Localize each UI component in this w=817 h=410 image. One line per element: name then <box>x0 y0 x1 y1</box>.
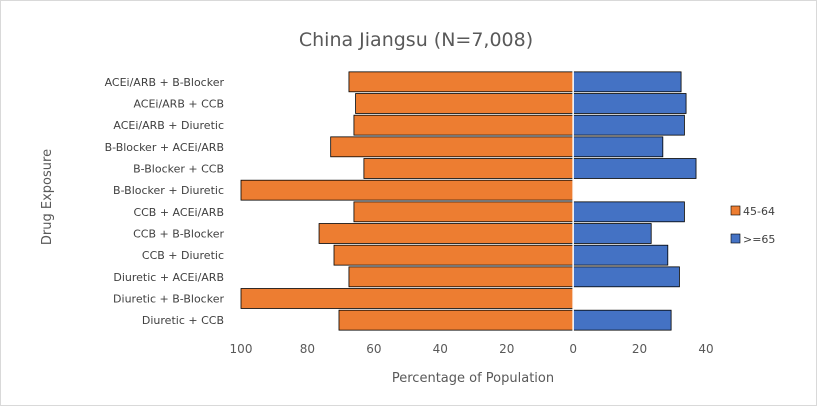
series-45-64-bars <box>240 71 574 331</box>
bar-45-64 <box>348 266 574 288</box>
x-tick-label: 40 <box>698 342 713 356</box>
legend-label: 45-64 <box>743 205 775 218</box>
category-label: Diuretic + CCB <box>142 314 224 327</box>
category-label: ACEi/ARB + B-Blocker <box>105 76 225 89</box>
category-label: ACEi/ARB + Diuretic <box>113 119 224 132</box>
bar-45-64 <box>338 309 574 331</box>
category-label: CCB + ACEi/ARB <box>133 206 224 219</box>
bar-65-plus <box>572 71 682 93</box>
legend-label: >=65 <box>743 233 775 246</box>
bar-65-plus <box>572 158 697 179</box>
bar-65-plus <box>572 93 687 114</box>
bar-45-64 <box>348 71 574 93</box>
bar-65-plus <box>572 309 672 331</box>
bar-65-plus <box>572 223 652 244</box>
legend-swatch <box>730 205 741 216</box>
bar-45-64 <box>355 93 574 114</box>
x-tick-label: 100 <box>230 342 253 356</box>
bar-65-plus <box>572 244 669 266</box>
y-axis-label: Drug Exposure <box>40 149 55 245</box>
category-label: CCB + Diuretic <box>142 249 224 262</box>
bar-45-64 <box>240 288 574 309</box>
x-tick-label: 20 <box>499 342 514 356</box>
bar-45-64 <box>318 223 574 244</box>
category-label: ACEi/ARB + CCB <box>133 98 224 111</box>
category-label: CCB + B-Blocker <box>133 228 224 241</box>
bar-65-plus <box>572 266 680 288</box>
category-labels: ACEi/ARB + B-Blocker ACEi/ARB + CCB ACEi/A… <box>105 76 225 327</box>
bar-45-64 <box>363 158 574 179</box>
category-label: Diuretic + ACEi/ARB <box>113 271 224 284</box>
category-label: B-Blocker + ACEi/ARB <box>105 141 224 154</box>
legend: 45-64 >=65 <box>730 205 775 246</box>
bar-65-plus <box>572 114 685 136</box>
x-tick-label: 0 <box>569 342 577 356</box>
x-tick-label: 40 <box>433 342 448 356</box>
bar-45-64 <box>240 179 574 201</box>
series-65-plus-bars <box>572 71 697 331</box>
category-label: Diuretic + B-Blocker <box>113 293 224 306</box>
x-tick-labels: 100 80 60 40 20 0 20 40 <box>230 342 714 356</box>
bar-65-plus <box>572 201 685 223</box>
category-label: B-Blocker + CCB <box>133 163 224 176</box>
bar-45-64 <box>333 244 574 266</box>
legend-swatch <box>730 233 741 244</box>
bar-45-64 <box>353 201 574 223</box>
bar-65-plus <box>572 136 664 158</box>
x-axis-label: Percentage of Population <box>392 371 554 386</box>
category-label: B-Blocker + Diuretic <box>113 184 224 197</box>
x-tick-label: 20 <box>632 342 647 356</box>
chart-title: China Jiangsu (N=7,008) <box>299 29 533 51</box>
x-tick-label: 60 <box>366 342 381 356</box>
bar-45-64 <box>330 136 574 158</box>
x-tick-label: 80 <box>300 342 315 356</box>
bar-45-64 <box>353 114 574 136</box>
